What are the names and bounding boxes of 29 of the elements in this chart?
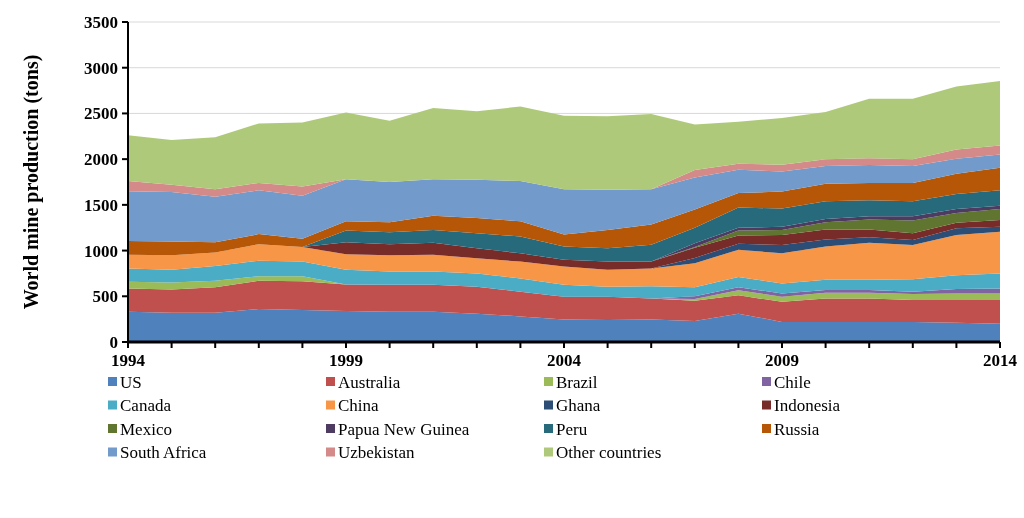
legend-label: Indonesia [774, 396, 841, 416]
legend-label: Russia [774, 419, 820, 439]
legend-label: Peru [556, 419, 588, 439]
x-tick-label: 2014 [983, 351, 1018, 370]
x-tick-label: 1994 [111, 351, 146, 370]
legend-label: Chile [774, 372, 811, 392]
y-tick-label: 2000 [84, 150, 118, 170]
x-tick-label: 2004 [547, 351, 582, 370]
legend-label: China [338, 396, 380, 416]
y-tick-label: 3000 [84, 58, 118, 78]
y-tick-label: 1000 [84, 241, 118, 261]
y-tick-label: 3500 [84, 12, 118, 32]
y-tick-label: 1500 [84, 195, 118, 215]
legend-label: Mexico [120, 419, 172, 439]
x-tick-label: 2009 [765, 351, 799, 370]
y-axis-title: World mine production (tons) [20, 54, 43, 310]
legend-label: US [120, 372, 142, 392]
legend-label: Australia [338, 372, 401, 392]
y-tick-label: 2500 [84, 104, 118, 124]
y-tick-label: 0 [109, 332, 118, 352]
legend-label: Uzbekistan [338, 443, 415, 463]
legend-label: Ghana [556, 396, 601, 416]
legend-label: Canada [120, 396, 172, 416]
y-tick-label: 500 [92, 287, 118, 307]
legend-label: South Africa [120, 443, 207, 463]
x-tick-label: 1999 [329, 351, 363, 370]
legend-label: Papua New Guinea [338, 419, 470, 439]
legend-label: Brazil [556, 372, 598, 392]
legend-label: Other countries [556, 443, 662, 463]
